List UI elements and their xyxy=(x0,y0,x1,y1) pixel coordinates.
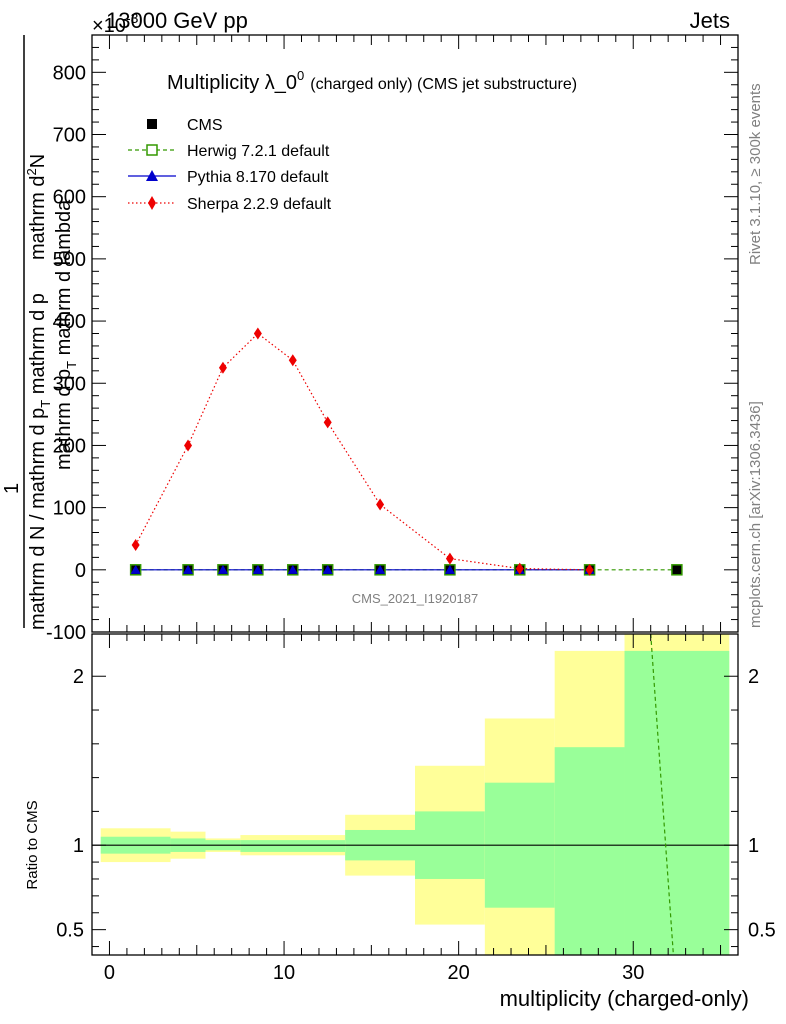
exponent-label: ×10-3 xyxy=(92,10,139,37)
pythia-point xyxy=(130,564,141,574)
ratio-ytick-label: 1 xyxy=(73,835,84,857)
ratio-ytick-label: 0.5 xyxy=(56,920,84,942)
ratio-xtick-label: 0 xyxy=(104,962,115,984)
sherpa-point xyxy=(288,354,297,367)
main-ytick-label: 400 xyxy=(53,311,86,333)
main-plot: -100 0 100 200 300 400 500 600 700 800 xyxy=(46,34,739,644)
ratio-band-inner xyxy=(240,840,346,852)
sherpa-point xyxy=(323,416,332,429)
ratio-ytick-label-right: 1 xyxy=(748,835,759,857)
pythia-point xyxy=(322,564,333,574)
main-ytick-label: 100 xyxy=(53,498,86,520)
ratio-band-inner xyxy=(624,650,730,955)
legend-sherpa-label: Sherpa 2.2.9 default xyxy=(187,196,332,213)
ratio-xtick-label: 10 xyxy=(273,962,295,984)
main-y-ticks: -100 0 100 200 300 400 500 600 700 800 xyxy=(46,35,739,644)
ratio-x-ticks: 0 10 20 30 xyxy=(91,634,739,984)
main-ytick-label: 700 xyxy=(53,125,86,147)
ratio-xtick-label: 20 xyxy=(448,962,470,984)
ratio-xtick-label: 30 xyxy=(622,962,644,984)
pythia-point xyxy=(183,564,194,574)
x-axis-label: multiplicity (charged-only) xyxy=(500,986,749,1011)
sherpa-point xyxy=(585,563,594,576)
pythia-point xyxy=(375,564,386,574)
sherpa-point xyxy=(445,552,454,565)
ylabel-numerator: mathrm d2N xyxy=(24,154,49,260)
herwig-point xyxy=(671,564,683,576)
legend-pythia-marker xyxy=(146,170,158,181)
main-y-axis-label: mathrm d2N mathrm d pT mathrm d lambda 1… xyxy=(1,35,79,630)
exponent-power: -3 xyxy=(126,10,139,26)
ylabel-denominator-top: mathrm d pT mathrm d lambda xyxy=(53,199,79,470)
main-ytick-label: 200 xyxy=(53,435,86,457)
legend-herwig-label: Herwig 7.2.1 default xyxy=(187,143,330,160)
ratio-herwig-line xyxy=(650,633,674,956)
legend-sherpa-marker xyxy=(148,196,156,210)
ratio-ytick-label: 2 xyxy=(73,666,84,688)
sherpa-point xyxy=(253,327,262,340)
pythia-point xyxy=(444,564,455,574)
main-ytick-label: 600 xyxy=(53,187,86,209)
main-ytick-label: -100 xyxy=(46,622,86,644)
plot-title-suffix: (charged only) (CMS jet substructure) xyxy=(310,76,577,93)
pythia-point xyxy=(252,564,263,574)
cms-point xyxy=(671,564,682,575)
legend-pythia-label: Pythia 8.170 default xyxy=(187,169,329,186)
ratio-plot-frame xyxy=(91,633,739,956)
sherpa-point xyxy=(376,498,385,511)
ratio-ytick-label-right: 0.5 xyxy=(748,920,776,942)
main-series xyxy=(129,327,683,576)
process-label: Jets xyxy=(690,8,730,33)
legend: CMS Herwig 7.2.1 default Pythia 8.170 de… xyxy=(128,117,332,213)
plot-title: Multiplicity λ_00(charged only) (CMS jet… xyxy=(167,68,577,94)
energy-label: 13000 GeV pp xyxy=(106,8,248,33)
sherpa-point xyxy=(515,562,524,575)
legend-cms-marker xyxy=(147,119,157,129)
legend-herwig-marker xyxy=(146,144,158,156)
main-ytick-label: 300 xyxy=(53,373,86,395)
main-ytick-label: 0 xyxy=(75,560,86,582)
ratio-plot: 0.5 0.5 1 1 2 2 0 10 20 30 xyxy=(56,633,776,984)
rivet-label: Rivet 3.1.10, ≥ 300k events xyxy=(747,83,764,265)
pythia-point xyxy=(287,564,298,574)
main-ytick-label: 800 xyxy=(53,62,86,84)
sherpa-point xyxy=(218,361,227,374)
ratio-band-inner xyxy=(554,747,625,955)
series-line-sherpa xyxy=(135,332,590,571)
ratio-lines xyxy=(92,633,738,956)
ratio-y-axis-label: Ratio to CMS xyxy=(24,800,41,889)
plot-title-superscript: 0 xyxy=(297,68,304,83)
mcplots-label: mcplots.cern.ch [arXiv:1306.3436] xyxy=(747,401,764,628)
pythia-point xyxy=(217,564,228,574)
sherpa-point xyxy=(184,439,193,452)
ratio-y-ticks: 0.5 0.5 1 1 2 2 xyxy=(56,666,776,948)
ratio-bands xyxy=(100,634,730,955)
sherpa-point xyxy=(131,538,140,551)
ratio-ytick-label-right: 2 xyxy=(748,666,759,688)
legend-cms-label: CMS xyxy=(187,117,223,134)
ylabel-one: 1 xyxy=(1,483,23,494)
main-ytick-label: 500 xyxy=(53,249,86,271)
analysis-watermark: CMS_2021_I1920187 xyxy=(352,591,479,606)
ratio-frame-box xyxy=(91,633,739,956)
ylabel-bottom: mathrm d N / mathrm d pT mathrm d p xyxy=(27,293,53,630)
